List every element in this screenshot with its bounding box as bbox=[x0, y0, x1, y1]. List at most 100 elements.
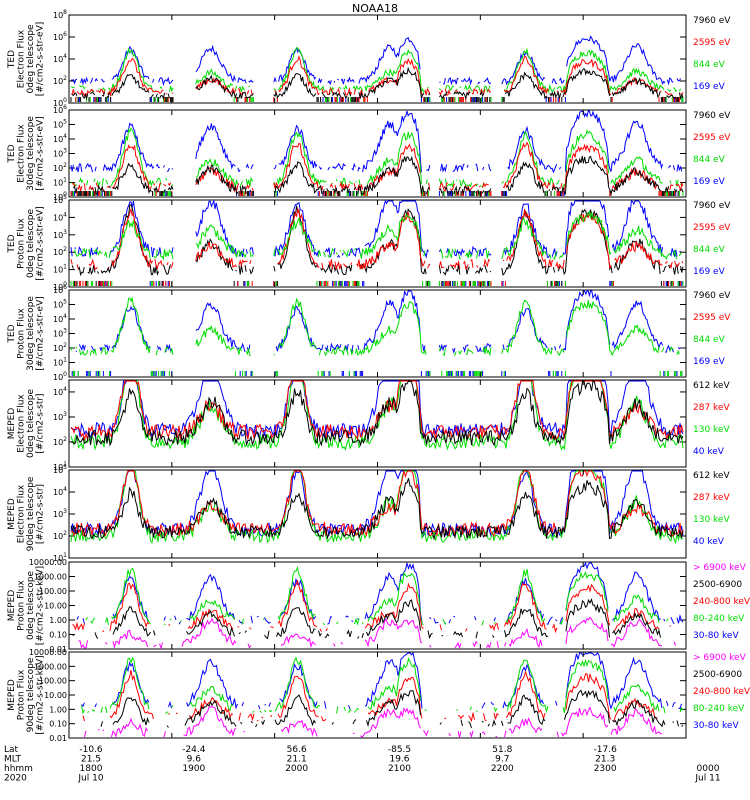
y-tick-label: 106 bbox=[53, 284, 67, 295]
series-2595-ev bbox=[70, 55, 684, 102]
y-axis-label-line: [#/cm2-s-str-eV] bbox=[36, 116, 46, 191]
time-axis-hhmm-label: 2300 bbox=[594, 764, 617, 774]
y-tick-label: 105 bbox=[53, 194, 67, 205]
y-tick-label: 1.00 bbox=[49, 705, 67, 714]
panel-8: 0.01 0.10 1.00 10.00 100.00 1000.00 10000.00 ME… bbox=[7, 648, 750, 743]
series-7960-ev bbox=[70, 66, 684, 102]
time-axis-row-label: Lat bbox=[4, 745, 19, 755]
time-axis-mlt-label: 21.1 bbox=[287, 755, 307, 765]
y-tick-label: 1000.00 bbox=[34, 662, 67, 671]
y-tick-label: 103 bbox=[53, 411, 67, 422]
series-844-ev bbox=[70, 127, 684, 196]
time-axis-date-label: Jul 10 bbox=[77, 774, 103, 784]
legend-label: 2595 eV bbox=[693, 133, 731, 143]
time-axis-mlt-label: 9.6 bbox=[187, 755, 202, 765]
y-tick-label: 105 bbox=[53, 119, 67, 130]
y-tick-label: 104 bbox=[53, 133, 67, 144]
y-tick-label: 104 bbox=[53, 211, 67, 222]
time-axis-hhmm-label: 2100 bbox=[388, 764, 411, 774]
y-tick-label: 10000.00 bbox=[29, 648, 67, 657]
y-axis-label-line: Electron Flux bbox=[17, 29, 27, 88]
y-tick-label: 101 bbox=[53, 357, 67, 368]
time-axis-row-label: 2020 bbox=[4, 774, 27, 784]
figure-title: NOAA18 bbox=[352, 2, 398, 15]
y-tick-label: 103 bbox=[53, 508, 67, 519]
y-axis-label-line: 0deg telescope bbox=[26, 571, 36, 641]
time-axis-hhmm-label: 1800 bbox=[80, 764, 103, 774]
y-axis-label-line: Proton Flux bbox=[17, 669, 27, 720]
y-axis-label-line: 90deg telescope bbox=[26, 657, 36, 732]
panel-3: 100 101 102 103 104 105 TED Proton Flux 0deg tel… bbox=[7, 194, 731, 292]
y-tick-label: 10.00 bbox=[44, 691, 67, 700]
y-tick-label: 1000.00 bbox=[34, 573, 67, 582]
series-287-kev bbox=[70, 469, 684, 538]
legend-label: 240-800 keV bbox=[693, 597, 750, 607]
panel-2: 100 101 102 103 104 105 106 TED Electron Flux 30d… bbox=[7, 104, 731, 202]
y-tick-label: 100.00 bbox=[39, 677, 67, 686]
legend-label: 7960 eV bbox=[693, 291, 731, 301]
time-axis-hhmm-label: 2000 bbox=[285, 764, 308, 774]
y-tick-label: 104 bbox=[53, 313, 67, 324]
time-axis-hhmm-label: 2200 bbox=[491, 764, 514, 774]
y-axis-label-line: TED bbox=[7, 144, 17, 163]
legend-label: 169 eV bbox=[693, 177, 726, 187]
y-tick-label: 103 bbox=[53, 328, 67, 339]
y-tick-label: 0.01 bbox=[49, 734, 67, 743]
y-tick-label: 102 bbox=[53, 342, 67, 353]
y-axis-label-line: MEPED bbox=[7, 498, 17, 530]
y-axis-label-line: Proton Flux bbox=[17, 218, 27, 269]
legend-label: 130 keV bbox=[693, 515, 730, 525]
legend-label: > 6900 keV bbox=[693, 563, 747, 573]
time-axis-mlt-label: 19.6 bbox=[389, 755, 409, 765]
y-axis-label-line: [#/cm2-s-str-eV] bbox=[36, 206, 46, 281]
legend-label: 2595 eV bbox=[693, 313, 731, 323]
y-axis-label-line: TED bbox=[7, 50, 17, 69]
series-30-80-kev bbox=[76, 561, 684, 625]
y-tick-label: 101 bbox=[53, 177, 67, 188]
series-844-ev bbox=[71, 298, 683, 376]
time-axis-lat-label: 56.6 bbox=[287, 745, 307, 755]
legend-label: 130 keV bbox=[693, 425, 730, 435]
panel-4: 100 101 102 103 104 105 106 TED Proton Flux 30deg… bbox=[7, 284, 731, 382]
legend-label: 30-80 keV bbox=[693, 631, 739, 641]
legend-label: 612 keV bbox=[693, 381, 730, 391]
time-axis-hhmm-label: 0000 bbox=[697, 764, 720, 774]
time-axis-hhmm-label: 1900 bbox=[182, 764, 205, 774]
panel-5: 101 102 103 104 MEPED Electron Flux 0deg teles… bbox=[7, 379, 730, 472]
y-tick-label: 0.10 bbox=[49, 720, 67, 729]
y-axis-label-line: 0deg telescope bbox=[26, 24, 36, 94]
legend-label: 40 keV bbox=[693, 537, 725, 547]
y-axis-label-line: [#/cm2-s-str-eV] bbox=[36, 296, 46, 371]
series-40-kev bbox=[70, 469, 684, 538]
series-169-ev bbox=[70, 35, 684, 102]
series--6900-kev bbox=[85, 706, 681, 737]
y-tick-label: 108 bbox=[53, 9, 67, 20]
y-tick-label: 100.00 bbox=[39, 587, 67, 596]
series-80-240-kev bbox=[81, 656, 684, 715]
legend-label: 40 keV bbox=[693, 447, 725, 457]
y-axis-label-line: 30deg telescope bbox=[26, 116, 36, 191]
y-axis-label-line: Proton Flux bbox=[17, 308, 27, 359]
y-tick-label: 100 bbox=[53, 97, 67, 108]
y-tick-label: 102 bbox=[53, 162, 67, 173]
series-30-80-kev bbox=[81, 651, 682, 710]
y-tick-label: 10.00 bbox=[44, 602, 67, 611]
y-tick-label: 10000.00 bbox=[29, 558, 67, 567]
legend-label: 287 keV bbox=[693, 403, 730, 413]
legend-label: 2595 eV bbox=[693, 38, 731, 48]
y-tick-label: 102 bbox=[53, 436, 67, 447]
panel-7: 0.01 0.10 1.00 10.00 100.00 1000.00 10000.00 ME… bbox=[7, 558, 750, 654]
y-axis-label-line: [#/cm2-s-str] bbox=[36, 484, 46, 544]
legend-label: 169 eV bbox=[693, 357, 726, 367]
y-tick-label: 105 bbox=[53, 464, 67, 475]
panel-6: 101 102 103 104 105 MEPED Electron Flux 90deg t… bbox=[7, 464, 730, 563]
y-tick-label: 104 bbox=[53, 53, 67, 64]
y-axis-label-line: TED bbox=[7, 234, 17, 253]
legend-label: 287 keV bbox=[693, 493, 730, 503]
y-tick-label: 101 bbox=[53, 264, 67, 275]
y-axis-label-line: MEPED bbox=[7, 590, 17, 622]
y-axis-label-line: 0deg telescope bbox=[26, 209, 36, 279]
y-tick-label: 102 bbox=[53, 75, 67, 86]
y-tick-label: 106 bbox=[53, 104, 67, 115]
y-tick-label: 100 bbox=[53, 371, 67, 382]
